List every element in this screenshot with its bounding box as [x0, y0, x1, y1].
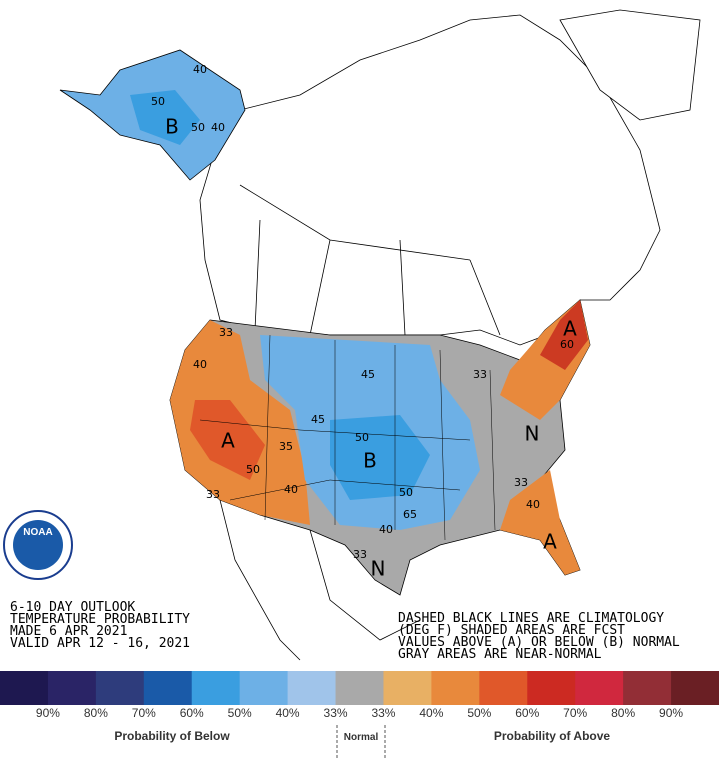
- map-label: 50: [246, 463, 260, 476]
- legend-swatch: [671, 671, 719, 705]
- logo-text: NOAA: [23, 527, 52, 538]
- map-label: 40: [193, 63, 207, 76]
- map-label: 50: [355, 431, 369, 444]
- legend-label: 33%: [324, 706, 348, 720]
- map-label: 40: [284, 483, 298, 496]
- legend-swatch: [191, 671, 241, 705]
- legend-swatch: [431, 671, 480, 705]
- map-label: 40: [211, 121, 225, 134]
- map-label: 35: [279, 440, 293, 453]
- map-label: 33: [514, 476, 528, 489]
- legend-label: 60%: [515, 706, 539, 720]
- note-line: (DEG F) SHADED AREAS ARE FCST: [398, 623, 625, 638]
- map-label: 40: [379, 523, 393, 536]
- map-label: 60: [560, 338, 574, 351]
- legend-label: 70%: [132, 706, 156, 720]
- legend-swatch: [47, 671, 97, 705]
- logo-disc: [13, 520, 63, 570]
- legend-label: 70%: [563, 706, 587, 720]
- legend-above-title: Probability of Above: [494, 729, 611, 743]
- notes-block: DASHED BLACK LINES ARE CLIMATOLOGY(DEG F…: [398, 611, 680, 662]
- legend-label: 33%: [371, 706, 395, 720]
- map-label: 50: [399, 486, 413, 499]
- legend-label: 90%: [659, 706, 683, 720]
- title-line: VALID APR 12 - 16, 2021: [10, 636, 190, 651]
- legend-swatch: [0, 671, 49, 705]
- legend-label: 90%: [36, 706, 60, 720]
- note-line: VALUES ABOVE (A) OR BELOW (B) NORMAL: [398, 635, 680, 650]
- legend-label: 40%: [276, 706, 300, 720]
- title-line: MADE 6 APR 2021: [10, 624, 127, 639]
- map-label: 45: [361, 368, 375, 381]
- map-label: B: [165, 115, 179, 139]
- canada-outline: [199, 14, 661, 346]
- legend-label: 80%: [84, 706, 108, 720]
- legend-below-title: Probability of Below: [114, 729, 230, 743]
- map-label: 40: [526, 498, 540, 511]
- mexico: [219, 499, 421, 661]
- map-label: 40: [193, 358, 207, 371]
- legend-swatch: [575, 671, 624, 705]
- alaska-core: [130, 90, 200, 145]
- southeast-warm: [500, 470, 580, 575]
- legend-swatch: [239, 671, 289, 705]
- map-label: B: [363, 449, 377, 473]
- legend-label: 40%: [419, 706, 443, 720]
- map-label: 45: [311, 413, 325, 426]
- map-label: 33: [473, 368, 487, 381]
- legend-swatch: [383, 671, 432, 705]
- legend-swatch: [335, 671, 384, 705]
- northeast-core: [540, 300, 588, 370]
- map-label: 65: [403, 508, 417, 521]
- map-label: 33: [219, 326, 233, 339]
- west-core: [190, 400, 265, 480]
- map-label: 50: [191, 121, 205, 134]
- canada-inner-lines: [239, 184, 501, 336]
- legend-label: 80%: [611, 706, 635, 720]
- map-label: A: [563, 317, 577, 341]
- map: [59, 9, 701, 661]
- map-label: A: [543, 530, 557, 554]
- map-label: A: [221, 429, 235, 453]
- legend-label: 60%: [180, 706, 204, 720]
- state-lines: [199, 334, 496, 541]
- legend-swatch: [479, 671, 528, 705]
- note-line: GRAY AREAS ARE NEAR-NORMAL: [398, 647, 602, 662]
- legend-label: 50%: [467, 706, 491, 720]
- legend-swatch: [623, 671, 672, 705]
- legend: 90% 80% 70% 60% 50% 40% 33% 33% 40% 50% 60% 70% 80% 9…: [0, 671, 719, 743]
- legend-swatch: [95, 671, 145, 705]
- arctic-islands: [559, 9, 701, 121]
- legend-swatch: [527, 671, 576, 705]
- logo: NOAA: [3, 510, 73, 580]
- map-label: N: [525, 422, 540, 446]
- title-line: TEMPERATURE PROBABILITY: [10, 612, 190, 627]
- map-label: 50: [151, 95, 165, 108]
- title-line: 6-10 DAY OUTLOOK: [10, 600, 135, 615]
- note-line: DASHED BLACK LINES ARE CLIMATOLOGY: [398, 611, 664, 626]
- map-label: 33: [353, 548, 367, 561]
- legend-swatch: [287, 671, 337, 705]
- legend-normal-title: Normal: [344, 732, 379, 743]
- legend-label: 50%: [228, 706, 252, 720]
- map-label: N: [371, 557, 386, 581]
- legend-swatch: [143, 671, 193, 705]
- map-label: 33: [206, 488, 220, 501]
